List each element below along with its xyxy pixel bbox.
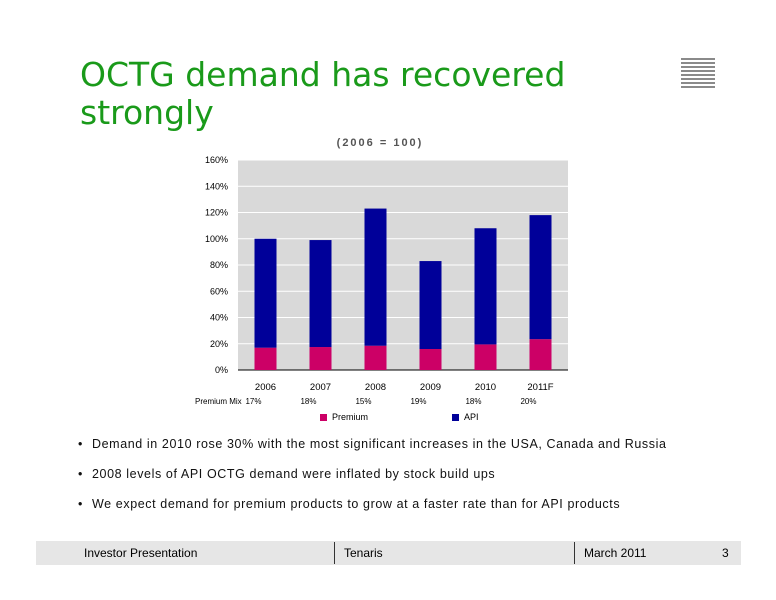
bar-api [419,261,442,349]
legend-premium: Premium [320,412,368,422]
bar-premium [364,345,387,370]
x-tick-label: 2009 [420,382,441,393]
bar-api [364,208,387,346]
premium-swatch [320,413,327,421]
logo-lines-icon [681,58,715,90]
bullet-item: • Demand in 2010 rose 30% with the most s… [78,437,758,467]
slide-title: OCTG demand has recovered strongly [80,55,566,132]
legend-premium-label: Premium [332,412,369,422]
footer-company: Tenaris [344,546,383,560]
premium-mix-label: Premium Mix [195,397,242,406]
chart-subtitle: (2006 = 100) [336,137,424,149]
bar-premium [254,347,277,370]
legend-api-label: API [464,412,479,422]
y-tick-label: 40% [210,313,228,323]
bar-api [474,228,497,345]
y-tick-label: 100% [205,234,228,244]
bar-api [529,215,552,340]
x-tick-label: 2010 [475,382,496,393]
bullet-text: 2008 levels of API OCTG demand were infl… [92,467,496,481]
bullet-item: • 2008 levels of API OCTG demand were inf… [78,467,758,497]
footer-date: March 2011 [584,546,647,560]
x-tick-label: 2011F [527,382,553,393]
y-tick-label: 0% [215,365,228,375]
bar-api [254,238,277,348]
footer-presentation: Investor Presentation [84,546,198,560]
bar-premium [309,347,332,370]
x-tick-label: 2008 [365,382,386,393]
x-tick-label: 2007 [310,382,331,393]
footer-divider [334,542,335,564]
bar-premium [529,339,552,370]
y-tick-label: 80% [210,260,228,270]
bullet-list: • Demand in 2010 rose 30% with the most s… [78,437,758,527]
y-tick-label: 140% [205,181,228,191]
premium-mix-value: 18% [465,397,481,406]
bullet-text: Demand in 2010 rose 30% with the most si… [92,437,667,451]
bullet-item: • We expect demand for premium products t… [78,497,758,527]
premium-mix-value: 15% [355,397,371,406]
bar-premium [419,349,442,370]
premium-mix-value: 19% [410,397,426,406]
premium-mix-value: 20% [520,397,536,406]
y-tick-label: 160% [205,155,228,165]
api-swatch [452,413,459,421]
x-tick-label: 2006 [255,382,276,393]
footer-bar: Investor Presentation Tenaris March 2011… [36,541,741,565]
y-tick-label: 20% [210,339,228,349]
y-tick-label: 60% [210,286,228,296]
bullet-text: We expect demand for premium products to… [92,497,621,511]
premium-mix-value: 18% [300,397,316,406]
premium-mix-value: 17% [245,397,261,406]
stacked-bar-chart: 0% 20% 40% 60% 80% 100% 120% 140% 160% 2006 17% 200… [195,155,568,406]
y-tick-label: 120% [205,208,228,218]
footer-divider [574,542,575,564]
page-number: 3 [722,546,729,560]
legend-api: API [452,412,479,422]
bar-api [309,240,332,348]
bar-premium [474,344,497,370]
